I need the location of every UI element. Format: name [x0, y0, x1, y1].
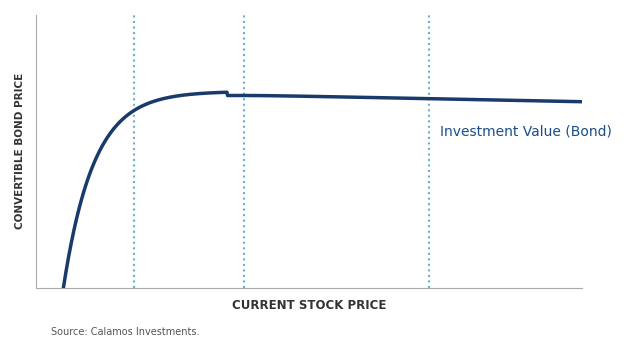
Y-axis label: CONVERTIBLE BOND PRICE: CONVERTIBLE BOND PRICE [15, 73, 25, 229]
X-axis label: CURRENT STOCK PRICE: CURRENT STOCK PRICE [232, 299, 387, 312]
Text: Source: Calamos Investments.: Source: Calamos Investments. [51, 327, 200, 337]
Text: Investment Value (Bond): Investment Value (Bond) [440, 124, 612, 138]
